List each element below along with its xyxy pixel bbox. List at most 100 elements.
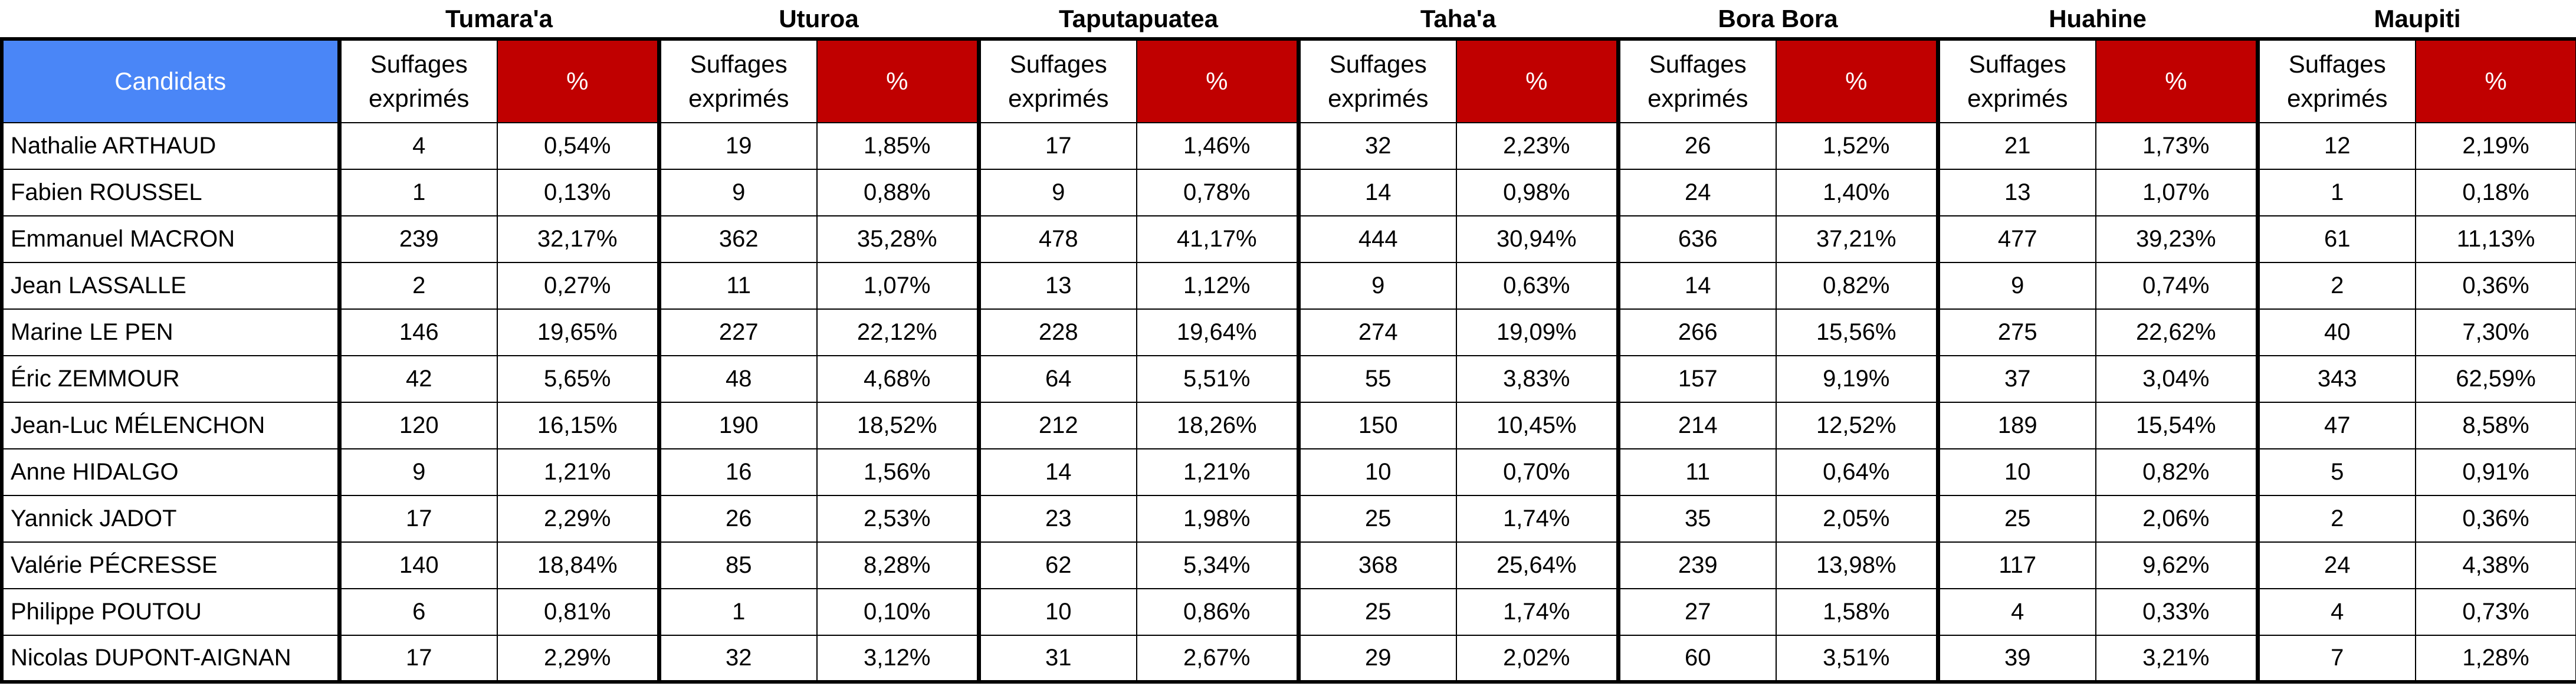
percent-cell[interactable]: 0,86% [1136,588,1300,636]
votes-cell[interactable]: 478 [976,215,1138,263]
candidate-name-cell[interactable]: Éric ZEMMOUR [0,355,340,403]
votes-cell[interactable]: 140 [337,541,498,589]
votes-cell[interactable]: 150 [1296,402,1458,449]
votes-cell[interactable]: 343 [2255,355,2417,403]
empty-corner-cell[interactable] [2,0,339,39]
votes-cell[interactable]: 25 [1296,588,1458,636]
percent-cell[interactable]: 2,53% [816,495,980,543]
commune-title[interactable]: Bora Bora [1718,4,1838,32]
votes-cell[interactable]: 21 [1935,122,2097,170]
votes-cell[interactable]: 32 [657,635,818,684]
votes-cell[interactable]: 37 [1935,355,2097,403]
percent-header-cell[interactable]: % [1776,37,1939,123]
percent-cell[interactable]: 18,52% [816,402,980,449]
votes-cell[interactable]: 25 [1935,495,2097,543]
percent-cell[interactable]: 11,13% [2415,215,2576,263]
votes-cell[interactable]: 19 [657,122,818,170]
votes-cell[interactable]: 13 [1935,169,2097,216]
candidate-name-cell[interactable]: Nathalie ARTHAUD [0,122,340,170]
votes-cell[interactable]: 11 [1616,448,1777,496]
votes-cell[interactable]: 4 [1935,588,2097,636]
percent-cell[interactable]: 19,65% [496,308,660,356]
votes-cell[interactable]: 9 [657,169,818,216]
percent-cell[interactable]: 15,54% [2095,402,2259,449]
votes-cell[interactable]: 60 [1616,635,1777,684]
votes-cell[interactable]: 10 [1935,448,2097,496]
percent-cell[interactable]: 0,82% [2095,448,2259,496]
percent-cell[interactable]: 2,05% [1776,495,1939,543]
votes-cell[interactable]: 62 [976,541,1138,589]
votes-cell[interactable]: 13 [976,262,1138,310]
votes-cell[interactable]: 14 [1296,169,1458,216]
votes-cell[interactable]: 14 [976,448,1138,496]
percent-cell[interactable]: 0,98% [1456,169,1619,216]
votes-cell[interactable]: 24 [2255,541,2417,589]
votes-cell[interactable]: 12 [2255,122,2417,170]
votes-cell[interactable]: 477 [1935,215,2097,263]
votes-cell[interactable]: 157 [1616,355,1777,403]
percent-cell[interactable]: 10,45% [1456,402,1619,449]
candidate-name-cell[interactable]: Nicolas DUPONT-AIGNAN [0,635,340,684]
percent-cell[interactable]: 32,17% [496,215,660,263]
percent-cell[interactable]: 1,21% [496,448,660,496]
commune-title[interactable]: Maupiti [2374,4,2461,32]
percent-cell[interactable]: 4,38% [2415,541,2576,589]
candidate-name-cell[interactable]: Emmanuel MACRON [0,215,340,263]
percent-cell[interactable]: 0,88% [816,169,980,216]
votes-cell[interactable]: 48 [657,355,818,403]
percent-header-cell[interactable]: % [1456,37,1619,123]
votes-cell[interactable]: 7 [2255,635,2417,684]
votes-cell[interactable]: 189 [1935,402,2097,449]
votes-cell[interactable]: 11 [657,262,818,310]
percent-cell[interactable]: 1,21% [1136,448,1300,496]
votes-cell[interactable]: 1 [657,588,818,636]
percent-cell[interactable]: 0,18% [2415,169,2576,216]
suffrages-header-cell[interactable]: Suffages exprimés [1616,37,1777,123]
percent-cell[interactable]: 0,63% [1456,262,1619,310]
votes-cell[interactable]: 17 [337,635,498,684]
percent-cell[interactable]: 0,74% [2095,262,2259,310]
percent-cell[interactable]: 9,19% [1776,355,1939,403]
candidate-name-cell[interactable]: Yannick JADOT [0,495,340,543]
percent-cell[interactable]: 1,85% [816,122,980,170]
suffrages-header-cell[interactable]: Suffages exprimés [976,37,1138,123]
percent-cell[interactable]: 12,52% [1776,402,1939,449]
votes-cell[interactable]: 636 [1616,215,1777,263]
suffrages-header-cell[interactable]: Suffages exprimés [1296,37,1458,123]
percent-cell[interactable]: 2,06% [2095,495,2259,543]
percent-cell[interactable]: 1,40% [1776,169,1939,216]
percent-cell[interactable]: 8,28% [816,541,980,589]
votes-cell[interactable]: 444 [1296,215,1458,263]
percent-cell[interactable]: 0,70% [1456,448,1619,496]
candidate-name-cell[interactable]: Fabien ROUSSEL [0,169,340,216]
percent-cell[interactable]: 0,81% [496,588,660,636]
percent-cell[interactable]: 7,30% [2415,308,2576,356]
percent-cell[interactable]: 3,51% [1776,635,1939,684]
votes-cell[interactable]: 35 [1616,495,1777,543]
percent-cell[interactable]: 18,84% [496,541,660,589]
votes-cell[interactable]: 1 [337,169,498,216]
percent-cell[interactable]: 2,67% [1136,635,1300,684]
candidate-name-cell[interactable]: Marine LE PEN [0,308,340,356]
percent-cell[interactable]: 1,58% [1776,588,1939,636]
votes-cell[interactable]: 274 [1296,308,1458,356]
votes-cell[interactable]: 4 [337,122,498,170]
percent-cell[interactable]: 1,46% [1136,122,1300,170]
percent-cell[interactable]: 0,82% [1776,262,1939,310]
commune-title[interactable]: Uturoa [779,4,859,32]
candidate-name-cell[interactable]: Philippe POUTOU [0,588,340,636]
votes-cell[interactable]: 239 [1616,541,1777,589]
percent-cell[interactable]: 1,74% [1456,588,1619,636]
votes-cell[interactable]: 25 [1296,495,1458,543]
votes-cell[interactable]: 9 [1935,262,2097,310]
percent-cell[interactable]: 25,64% [1456,541,1619,589]
votes-cell[interactable]: 17 [337,495,498,543]
votes-cell[interactable]: 2 [2255,495,2417,543]
votes-cell[interactable]: 120 [337,402,498,449]
percent-cell[interactable]: 39,23% [2095,215,2259,263]
percent-cell[interactable]: 2,19% [2415,122,2576,170]
percent-header-cell[interactable]: % [1136,37,1300,123]
percent-cell[interactable]: 37,21% [1776,215,1939,263]
percent-header-cell[interactable]: % [2415,37,2576,123]
percent-cell[interactable]: 0,10% [816,588,980,636]
